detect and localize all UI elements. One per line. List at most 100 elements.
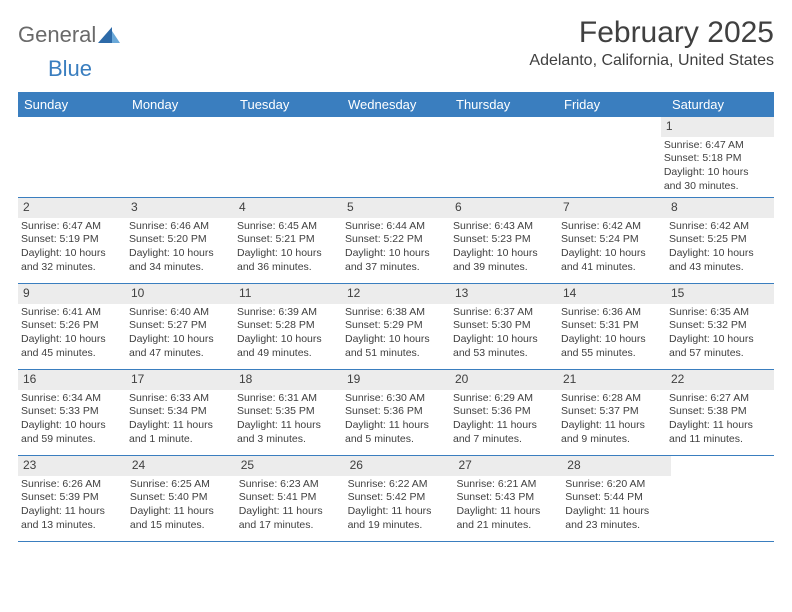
daylight-text: Daylight: 11 hours <box>565 505 668 519</box>
day-cell: 13Sunrise: 6:37 AMSunset: 5:30 PMDayligh… <box>450 284 558 369</box>
daylight-text: and 9 minutes. <box>561 433 663 447</box>
daylight-text: Daylight: 10 hours <box>345 247 447 261</box>
daylight-text: Daylight: 11 hours <box>453 419 555 433</box>
daylight-text: and 57 minutes. <box>669 347 771 361</box>
sunset-text: Sunset: 5:20 PM <box>129 233 231 247</box>
sunset-text: Sunset: 5:38 PM <box>669 405 771 419</box>
empty-day-cell <box>125 117 232 197</box>
day-cell: 1Sunrise: 6:47 AMSunset: 5:18 PMDaylight… <box>661 117 774 197</box>
daylight-text: and 15 minutes. <box>130 519 233 533</box>
week-row: 16Sunrise: 6:34 AMSunset: 5:33 PMDayligh… <box>18 370 774 456</box>
sunrise-text: Sunrise: 6:23 AM <box>239 478 342 492</box>
daylight-text: Daylight: 11 hours <box>456 505 559 519</box>
empty-day-cell <box>339 117 446 197</box>
day-cell: 15Sunrise: 6:35 AMSunset: 5:32 PMDayligh… <box>666 284 774 369</box>
sunrise-text: Sunrise: 6:28 AM <box>561 392 663 406</box>
sunset-text: Sunset: 5:25 PM <box>669 233 771 247</box>
day-number: 18 <box>234 370 342 390</box>
empty-day-cell <box>18 117 125 197</box>
week-row: 9Sunrise: 6:41 AMSunset: 5:26 PMDaylight… <box>18 284 774 370</box>
daylight-text: and 11 minutes. <box>669 433 771 447</box>
day-number: 6 <box>450 198 558 218</box>
day-cell: 12Sunrise: 6:38 AMSunset: 5:29 PMDayligh… <box>342 284 450 369</box>
day-number: 22 <box>666 370 774 390</box>
daylight-text: and 1 minute. <box>129 433 231 447</box>
daylight-text: Daylight: 11 hours <box>239 505 342 519</box>
daylight-text: and 59 minutes. <box>21 433 123 447</box>
sunset-text: Sunset: 5:36 PM <box>345 405 447 419</box>
sunset-text: Sunset: 5:22 PM <box>345 233 447 247</box>
day-number: 27 <box>453 456 562 476</box>
day-cell: 21Sunrise: 6:28 AMSunset: 5:37 PMDayligh… <box>558 370 666 455</box>
day-cell: 28 Sunrise: 6:20 AMSunset: 5:44 PMDayligh… <box>562 456 671 541</box>
day-number: 28 <box>562 456 671 476</box>
daylight-text: and 39 minutes. <box>453 261 555 275</box>
day-number: 16 <box>18 370 126 390</box>
sunset-text: Sunset: 5:21 PM <box>237 233 339 247</box>
sunset-text: Sunset: 5:36 PM <box>453 405 555 419</box>
day-cell: 16 Sunrise: 6:34 AMSunset: 5:33 PMDayligh… <box>18 370 126 455</box>
daylight-text: and 53 minutes. <box>453 347 555 361</box>
weekday-header: Wednesday <box>342 92 450 117</box>
sunset-text: Sunset: 5:26 PM <box>21 319 123 333</box>
daylight-text: Daylight: 10 hours <box>453 247 555 261</box>
title-block: February 2025 Adelanto, California, Unit… <box>529 16 774 70</box>
daylight-text: Daylight: 10 hours <box>453 333 555 347</box>
day-cell: 18Sunrise: 6:31 AMSunset: 5:35 PMDayligh… <box>234 370 342 455</box>
daylight-text: Daylight: 10 hours <box>21 333 123 347</box>
empty-day-cell <box>554 117 661 197</box>
daylight-text: and 7 minutes. <box>453 433 555 447</box>
sunrise-text: Sunrise: 6:36 AM <box>561 306 663 320</box>
daylight-text: Daylight: 10 hours <box>669 333 771 347</box>
daylight-text: and 47 minutes. <box>129 347 231 361</box>
sunset-text: Sunset: 5:19 PM <box>21 233 123 247</box>
daylight-text: and 43 minutes. <box>669 261 771 275</box>
sunrise-text: Sunrise: 6:47 AM <box>21 220 123 234</box>
daylight-text: Daylight: 10 hours <box>21 419 123 433</box>
day-number: 2 <box>18 198 126 218</box>
day-number: 21 <box>558 370 666 390</box>
daylight-text: Daylight: 11 hours <box>21 505 124 519</box>
daylight-text: and 13 minutes. <box>21 519 124 533</box>
day-cell: 26Sunrise: 6:22 AMSunset: 5:42 PMDayligh… <box>345 456 454 541</box>
sunset-text: Sunset: 5:27 PM <box>129 319 231 333</box>
daylight-text: Daylight: 11 hours <box>561 419 663 433</box>
day-number: 19 <box>342 370 450 390</box>
day-number: 20 <box>450 370 558 390</box>
daylight-text: and 55 minutes. <box>561 347 663 361</box>
day-cell: 9Sunrise: 6:41 AMSunset: 5:26 PMDaylight… <box>18 284 126 369</box>
daylight-text: Daylight: 11 hours <box>130 505 233 519</box>
daylight-text: and 3 minutes. <box>237 433 339 447</box>
day-cell: 27Sunrise: 6:21 AMSunset: 5:43 PMDayligh… <box>453 456 562 541</box>
day-cell: 2Sunrise: 6:47 AMSunset: 5:19 PMDaylight… <box>18 198 126 283</box>
sunrise-text: Sunrise: 6:25 AM <box>130 478 233 492</box>
sunrise-text: Sunrise: 6:39 AM <box>237 306 339 320</box>
empty-day-cell <box>447 117 554 197</box>
sunrise-text: Sunrise: 6:45 AM <box>237 220 339 234</box>
day-cell: 25Sunrise: 6:23 AMSunset: 5:41 PMDayligh… <box>236 456 345 541</box>
daylight-text: Daylight: 10 hours <box>345 333 447 347</box>
daylight-text: and 51 minutes. <box>345 347 447 361</box>
daylight-text: and 23 minutes. <box>565 519 668 533</box>
day-number: 8 <box>666 198 774 218</box>
day-number: 26 <box>345 456 454 476</box>
week-row: 2 Sunrise: 6:47 AMSunset: 5:19 PM Daylight… <box>18 198 774 284</box>
sunrise-text: Sunrise: 6:20 AM <box>565 478 668 492</box>
sunset-text: Sunset: 5:43 PM <box>456 491 559 505</box>
weekday-header: Thursday <box>450 92 558 117</box>
day-number: 9 <box>18 284 126 304</box>
daylight-text: Daylight: 11 hours <box>237 419 339 433</box>
sunset-text: Sunset: 5:31 PM <box>561 319 663 333</box>
sunset-text: Sunset: 5:44 PM <box>565 491 668 505</box>
sunrise-text: Sunrise: 6:34 AM <box>21 392 123 406</box>
sunrise-text: Sunrise: 6:27 AM <box>669 392 771 406</box>
weekday-header: Tuesday <box>234 92 342 117</box>
sunrise-text: Sunrise: 6:43 AM <box>453 220 555 234</box>
day-number: 13 <box>450 284 558 304</box>
sunset-text: Sunset: 5:28 PM <box>237 319 339 333</box>
sunrise-text: Sunrise: 6:40 AM <box>129 306 231 320</box>
sunset-text: Sunset: 5:33 PM <box>21 405 123 419</box>
daylight-text: Daylight: 10 hours <box>561 247 663 261</box>
daylight-text: and 30 minutes. <box>664 180 771 194</box>
day-cell: 17Sunrise: 6:33 AMSunset: 5:34 PMDayligh… <box>126 370 234 455</box>
